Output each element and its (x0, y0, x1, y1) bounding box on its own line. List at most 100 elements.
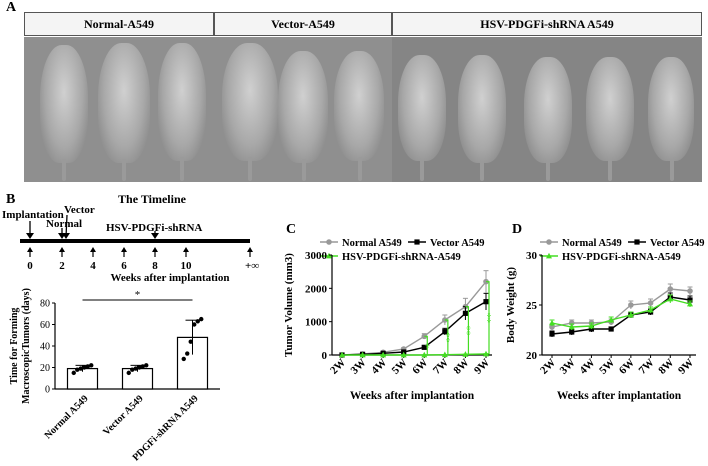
data-point (627, 311, 634, 318)
bar-category-label: Normal A549 (43, 393, 91, 441)
bar-point (137, 365, 142, 370)
data-point (549, 319, 555, 326)
bar-point (71, 370, 76, 376)
legend-label: HSV-PDGFi-shRNA-A549 (562, 252, 681, 263)
ytick-label: 30 (526, 250, 538, 262)
timeline-tick-0: 0 (27, 260, 33, 272)
bar-point (75, 367, 80, 372)
data-point (667, 286, 674, 292)
data-point (588, 322, 595, 329)
xtick-label: 3W (349, 357, 369, 377)
series-line (551, 296, 691, 335)
bar-point (195, 319, 200, 324)
bar-point (89, 363, 94, 368)
ytick-label: 3000 (305, 250, 328, 262)
timeline-tick-10: 10 (181, 260, 193, 272)
data-point (549, 331, 555, 337)
timeline-bar (20, 239, 250, 243)
ytick-label: 0 (322, 350, 328, 362)
xtick-label: 8W (451, 357, 471, 377)
bar-point (144, 363, 149, 368)
legend-marker (414, 239, 420, 245)
panel-label-b: B (6, 192, 16, 207)
ytick-label: 20 (526, 350, 538, 362)
significance-bracket (424, 335, 428, 356)
xtick-label: 5W (597, 357, 617, 377)
ytick-label: 2000 (305, 283, 328, 295)
timeline-tick-6: 6 (121, 260, 127, 272)
bar-point (185, 351, 190, 356)
series-2 (549, 294, 693, 330)
data-point (359, 351, 366, 358)
y-axis-label: Body Weight (g) (505, 267, 517, 344)
bar-point (199, 316, 204, 322)
series-line (551, 298, 691, 328)
ytick-label: 1000 (305, 317, 328, 329)
significance-mark: * (135, 289, 141, 301)
timeline-event-implantation: Implantation (2, 209, 64, 221)
timeline-event-vector: Vector (64, 204, 95, 216)
xtick-label: 4W (577, 357, 597, 377)
bar-ytick-label: 80 (40, 299, 50, 310)
x-axis-label: Weeks after implantation (557, 390, 682, 402)
x-axis-label: Weeks after implantation (350, 390, 475, 402)
legend-label: Normal A549 (562, 238, 622, 249)
significance-mark: ** (486, 313, 497, 323)
line-chart-tumor-volume: Normal A549 Vector A549 HSV-PDGFi-shRNA-A5… (283, 238, 497, 402)
series-line (342, 353, 487, 356)
significance-bracket (444, 319, 449, 356)
data-point (667, 295, 674, 302)
ytick-label: 25 (526, 300, 538, 312)
bar-point (85, 364, 90, 369)
legend-marker (326, 252, 332, 259)
significance-bracket (486, 281, 490, 355)
series-0 (549, 283, 693, 330)
bar-ylabel: Time for FormingMacroscopicTumors (days) (9, 288, 32, 404)
panel-label-c: C (286, 222, 297, 237)
timeline-xlabel: Weeks after implantation (111, 272, 230, 284)
bar-chart-days: 0 20 40 60 80 Time for FormingMacroscopicTumo… (9, 288, 220, 463)
xtick-label: 4W (369, 357, 389, 377)
legend-marker (326, 239, 332, 245)
series-line (341, 301, 487, 356)
timeline-tick-8: 8 (152, 260, 158, 272)
bar-ytick-label: 0 (45, 385, 50, 396)
significance-mark: * (424, 343, 435, 348)
legend-label: HSV-PDGFi-shRNA-A549 (342, 252, 461, 263)
timeline-tick-2: 2 (59, 260, 65, 272)
bar-point (78, 366, 83, 371)
data-point (647, 300, 654, 306)
data-point (608, 326, 614, 332)
mouse-photo-shrna (392, 37, 702, 182)
xtick-label: 2W (328, 357, 348, 377)
xtick-label: 2W (538, 357, 558, 377)
bar-point (188, 339, 193, 344)
bar-point (140, 364, 145, 369)
xtick-label: 6W (410, 357, 430, 377)
bar-category-label: Vector A549 (101, 393, 146, 438)
panel-label-a: A (6, 0, 17, 15)
legend-label: Vector A549 (650, 238, 705, 249)
bar-point (126, 370, 131, 376)
data-point (687, 288, 693, 294)
legend-label: Vector A549 (430, 238, 485, 249)
bar-point (82, 365, 87, 370)
data-point (380, 351, 387, 358)
data-point (462, 310, 469, 316)
legend-label: Normal A549 (342, 238, 402, 249)
xtick-label: 9W (676, 357, 696, 377)
mouse-photo-normal (24, 37, 214, 182)
data-point (339, 351, 345, 358)
bar-point (181, 356, 186, 362)
bar-point (130, 367, 135, 372)
photo-header-normal: Normal-A549 (24, 12, 214, 36)
data-point (647, 306, 654, 313)
bar-point (133, 366, 138, 371)
legend-marker (546, 239, 552, 245)
data-point (400, 351, 407, 358)
line-chart-body-weight: Normal A549 Vector A549 HSV-PDGFi-shRNA-A5… (505, 238, 705, 402)
data-point (569, 329, 575, 335)
xtick-label: 6W (617, 357, 637, 377)
xtick-label: 5W (390, 357, 410, 377)
data-point (421, 344, 427, 350)
